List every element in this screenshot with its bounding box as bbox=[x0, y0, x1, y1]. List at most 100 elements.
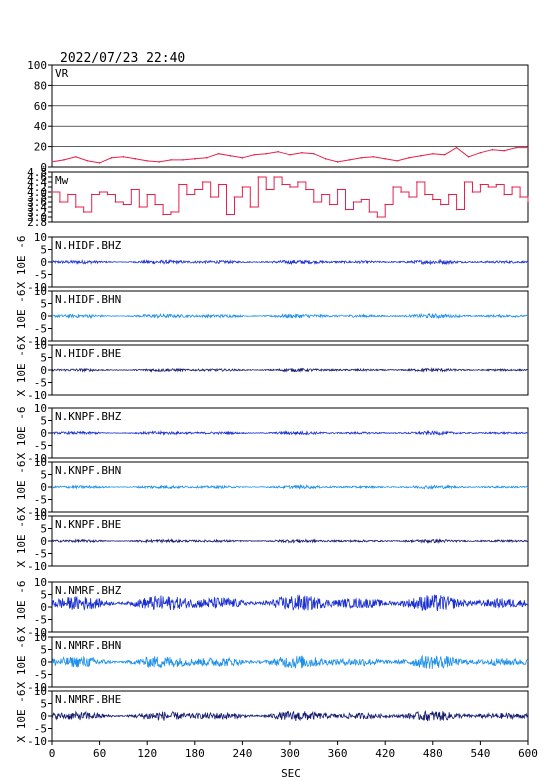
y-tick-label: -5 bbox=[34, 323, 47, 336]
waveform-trace bbox=[51, 429, 529, 436]
y-tick-label: -10 bbox=[27, 506, 47, 519]
mw-data-point bbox=[432, 198, 434, 201]
y-tick-label: -10 bbox=[27, 560, 47, 573]
y-tick-label: 10 bbox=[34, 685, 47, 698]
vr-data-point bbox=[360, 157, 363, 159]
y-tick-label: 0 bbox=[40, 601, 47, 614]
mw-data-point bbox=[146, 193, 148, 196]
y-tick-label: 20 bbox=[34, 141, 47, 154]
y-tick-label: 10 bbox=[34, 576, 47, 589]
x-tick-label: 420 bbox=[375, 747, 395, 760]
vr-data-point bbox=[491, 148, 494, 151]
vr-data-point bbox=[289, 153, 291, 156]
y-tick-label: -10 bbox=[27, 681, 47, 694]
mw-data-point bbox=[201, 181, 204, 183]
vr-data-point bbox=[75, 156, 77, 158]
y-tick-label: 4.0 bbox=[27, 186, 47, 199]
mw-data-point bbox=[503, 193, 506, 196]
mw-data-point bbox=[265, 188, 268, 191]
mw-data-point bbox=[408, 196, 410, 198]
y-tick-label: 0 bbox=[40, 710, 47, 723]
mw-data-point bbox=[67, 193, 69, 196]
x-tick-label: 540 bbox=[470, 747, 490, 760]
y-tick-label: -5 bbox=[34, 377, 47, 390]
mw-data-point bbox=[51, 191, 53, 193]
mw-data-point bbox=[209, 196, 212, 198]
y-tick-label: 4.6 bbox=[27, 171, 47, 184]
vr-data-point bbox=[146, 160, 148, 162]
y-tick-label: -10 bbox=[27, 389, 47, 402]
mw-data-point bbox=[186, 193, 188, 196]
mw-data-point bbox=[376, 216, 379, 218]
mw-data-point bbox=[75, 206, 77, 208]
y-axis-unit-label: X 10E -6 bbox=[15, 581, 28, 634]
y-tick-label: 0 bbox=[40, 256, 47, 269]
vr-data-point bbox=[408, 157, 410, 159]
y-tick-label: -5 bbox=[34, 548, 47, 561]
mw-data-point bbox=[400, 191, 402, 193]
waveform-trace bbox=[51, 594, 529, 612]
vr-data-point bbox=[455, 146, 458, 149]
vr-data-point bbox=[241, 157, 244, 159]
y-tick-label: 4.8 bbox=[27, 166, 47, 179]
vr-data-point bbox=[467, 156, 470, 158]
mw-data-point bbox=[424, 193, 426, 196]
y-tick-label: 80 bbox=[34, 79, 47, 92]
y-tick-label: 5 bbox=[40, 469, 47, 482]
y-tick-label: 5 bbox=[40, 415, 47, 428]
y-tick-label: -10 bbox=[27, 335, 47, 348]
y-tick-label: 10 bbox=[34, 339, 47, 352]
y-tick-label: 60 bbox=[34, 100, 47, 113]
vr-data-point bbox=[336, 161, 339, 163]
y-tick-label: 100 bbox=[27, 59, 47, 72]
y-tick-label: -10 bbox=[27, 452, 47, 465]
y-tick-label: 4.4 bbox=[27, 176, 47, 189]
mw-data-point bbox=[233, 196, 236, 198]
x-tick-label: 60 bbox=[93, 747, 106, 760]
mw-data-point bbox=[360, 198, 363, 201]
vr-data-point bbox=[110, 157, 113, 159]
panel-label: N.HIDF.BHE bbox=[55, 347, 121, 360]
y-tick-label: 10 bbox=[34, 402, 47, 415]
vr-data-point bbox=[277, 150, 279, 153]
mw-data-point bbox=[90, 193, 93, 196]
mw-data-point bbox=[495, 183, 498, 186]
vr-data-point bbox=[217, 152, 220, 155]
y-tick-label: 5 bbox=[40, 298, 47, 311]
y-tick-label: 5 bbox=[40, 644, 47, 657]
x-tick-label: 120 bbox=[137, 747, 157, 760]
vr-data-point bbox=[420, 154, 422, 157]
y-tick-label: 40 bbox=[34, 120, 47, 133]
y-tick-label: 5 bbox=[40, 589, 47, 602]
x-tick-label: 180 bbox=[185, 747, 205, 760]
y-tick-label: 0 bbox=[40, 535, 47, 548]
waveform-trace bbox=[51, 312, 529, 320]
panel-vr: 0 20 40 60 80 100 VR bbox=[27, 59, 529, 174]
mw-data-point bbox=[138, 206, 141, 208]
mw-data-point bbox=[106, 193, 109, 196]
mw-data-point bbox=[281, 183, 283, 186]
y-tick-label: 10 bbox=[34, 510, 47, 523]
vr-data-point bbox=[122, 156, 125, 158]
y-axis-unit-label: X 10E -6 bbox=[15, 236, 28, 289]
y-tick-label: 0 bbox=[40, 481, 47, 494]
y-tick-label: -5 bbox=[34, 723, 47, 736]
mw-data-point bbox=[305, 188, 307, 191]
y-tick-label: 10 bbox=[34, 285, 47, 298]
y-tick-label: 2.8 bbox=[27, 216, 47, 229]
vr-data-point bbox=[98, 162, 101, 164]
vr-data-point bbox=[301, 151, 303, 154]
mw-data-point bbox=[122, 203, 125, 206]
mw-data-point bbox=[289, 186, 291, 188]
mw-data-point bbox=[194, 188, 196, 191]
panel-label: Mw bbox=[55, 174, 69, 187]
y-tick-label: 10 bbox=[34, 631, 47, 644]
y-axis-unit-label: X 10E -6 bbox=[15, 407, 28, 460]
y-tick-label: 10 bbox=[34, 231, 47, 244]
y-tick-label: -5 bbox=[34, 669, 47, 682]
x-tick-label: 600 bbox=[518, 747, 538, 760]
